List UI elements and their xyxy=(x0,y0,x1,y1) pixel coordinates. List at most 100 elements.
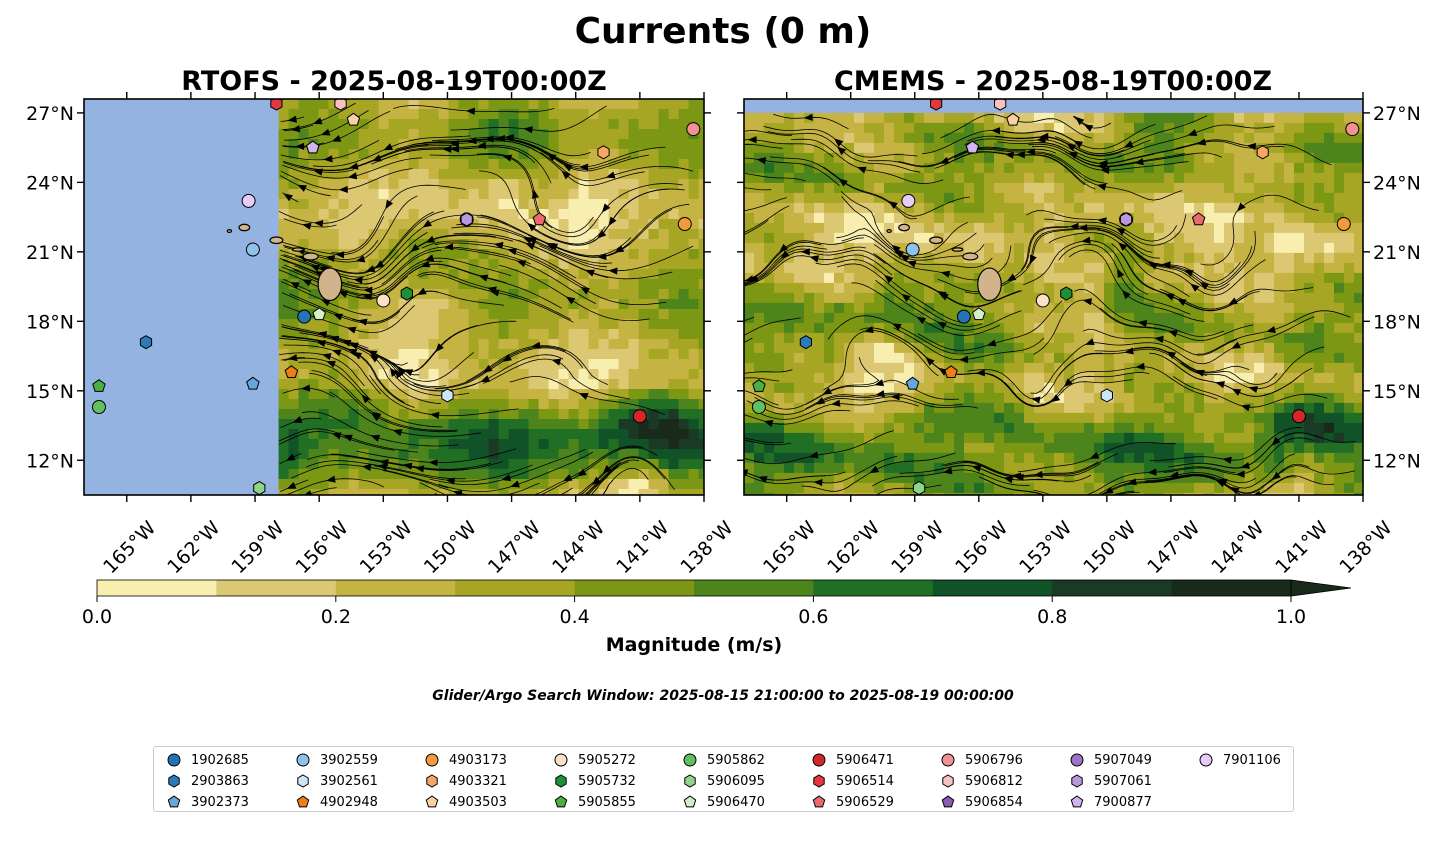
magnitude-cell xyxy=(984,412,995,424)
magnitude-cell xyxy=(1324,392,1335,404)
magnitude-cell xyxy=(884,302,895,314)
magnitude-cell xyxy=(754,282,765,294)
magnitude-cell xyxy=(348,199,360,210)
magnitude-cell xyxy=(438,109,450,120)
flow-arrowhead xyxy=(578,393,589,400)
magnitude-cell xyxy=(578,429,590,440)
flow-arrowhead xyxy=(591,476,601,486)
magnitude-cell xyxy=(358,459,370,470)
magnitude-cell xyxy=(1064,122,1075,134)
magnitude-cell xyxy=(1114,422,1125,434)
magnitude-cell xyxy=(1094,372,1105,384)
magnitude-cell xyxy=(1044,142,1055,154)
magnitude-cell xyxy=(1184,482,1195,494)
magnitude-cell xyxy=(1264,152,1275,164)
magnitude-cell xyxy=(894,232,905,244)
magnitude-cell xyxy=(834,192,845,204)
magnitude-cell xyxy=(994,222,1005,234)
magnitude-cell xyxy=(1154,202,1165,214)
magnitude-cell xyxy=(1084,342,1095,354)
magnitude-cell xyxy=(974,202,985,214)
magnitude-cell xyxy=(1344,292,1355,304)
magnitude-cell xyxy=(1044,202,1055,214)
magnitude-cell xyxy=(458,309,470,320)
flow-arrowhead xyxy=(1148,262,1159,270)
magnitude-cell xyxy=(894,432,905,444)
magnitude-cell xyxy=(1124,372,1135,384)
magnitude-cell xyxy=(458,289,470,300)
magnitude-cell xyxy=(1324,482,1335,494)
magnitude-cell xyxy=(578,219,590,230)
magnitude-cell xyxy=(1114,342,1125,354)
magnitude-cell xyxy=(944,182,955,194)
magnitude-cell xyxy=(1074,122,1085,134)
magnitude-cell xyxy=(784,212,795,224)
legend-marker-circle xyxy=(941,753,955,767)
flow-arrowhead xyxy=(516,260,527,268)
magnitude-cell xyxy=(1084,362,1095,374)
magnitude-cell xyxy=(1034,322,1045,334)
magnitude-cell xyxy=(1054,482,1065,494)
magnitude-cell xyxy=(754,302,765,314)
flow-arrowhead xyxy=(888,200,898,210)
magnitude-cell xyxy=(658,229,670,240)
magnitude-cell xyxy=(308,149,320,160)
magnitude-cell xyxy=(288,129,300,140)
legend-label: 2903863 xyxy=(191,773,249,789)
magnitude-cell xyxy=(1294,152,1305,164)
flow-arrowhead xyxy=(527,222,537,232)
magnitude-cell xyxy=(678,149,690,160)
magnitude-cell xyxy=(388,449,400,460)
magnitude-cell xyxy=(468,429,480,440)
magnitude-cell xyxy=(638,239,650,250)
magnitude-cell xyxy=(398,419,410,430)
magnitude-cell xyxy=(638,139,650,150)
magnitude-cell xyxy=(1194,382,1205,394)
magnitude-cell xyxy=(744,242,755,254)
magnitude-cell xyxy=(328,119,340,130)
magnitude-cell xyxy=(1124,222,1135,234)
magnitude-cell xyxy=(528,369,540,380)
magnitude-cell xyxy=(1034,182,1045,194)
magnitude-cell xyxy=(764,442,775,454)
magnitude-cell xyxy=(638,259,650,270)
magnitude-cell xyxy=(1204,242,1215,254)
magnitude-cell xyxy=(568,99,580,110)
magnitude-cell xyxy=(388,249,400,260)
magnitude-cell xyxy=(548,119,560,130)
magnitude-cell xyxy=(458,319,470,330)
magnitude-cell xyxy=(688,309,700,320)
magnitude-cell xyxy=(754,182,765,194)
magnitude-cell xyxy=(1044,302,1055,314)
magnitude-cell xyxy=(278,249,290,260)
magnitude-cell xyxy=(1244,232,1255,244)
magnitude-cell xyxy=(1234,222,1245,234)
magnitude-cell xyxy=(518,309,530,320)
magnitude-cell xyxy=(408,479,420,490)
magnitude-cell xyxy=(478,459,490,470)
flow-arrowhead xyxy=(874,379,885,387)
magnitude-cell xyxy=(1044,432,1055,444)
magnitude-cell xyxy=(698,99,704,110)
magnitude-cell xyxy=(1144,122,1155,134)
magnitude-cell xyxy=(844,402,855,414)
magnitude-cell xyxy=(984,112,995,124)
magnitude-cell xyxy=(1254,352,1265,364)
magnitude-cell xyxy=(468,469,480,480)
magnitude-cell xyxy=(924,322,935,334)
magnitude-cell xyxy=(648,329,660,340)
magnitude-cell xyxy=(1064,192,1075,204)
magnitude-cell xyxy=(804,422,815,434)
magnitude-cell xyxy=(588,379,600,390)
magnitude-cell xyxy=(578,119,590,130)
magnitude-cell xyxy=(1074,252,1085,264)
magnitude-cell xyxy=(964,242,975,254)
magnitude-cell xyxy=(874,342,885,354)
flow-arrowhead xyxy=(1069,222,1079,230)
magnitude-cell xyxy=(814,232,825,244)
magnitude-cell xyxy=(508,249,520,260)
magnitude-cell xyxy=(388,279,400,290)
magnitude-cell xyxy=(568,239,580,250)
magnitude-cell xyxy=(1104,222,1115,234)
streamline xyxy=(744,437,784,444)
